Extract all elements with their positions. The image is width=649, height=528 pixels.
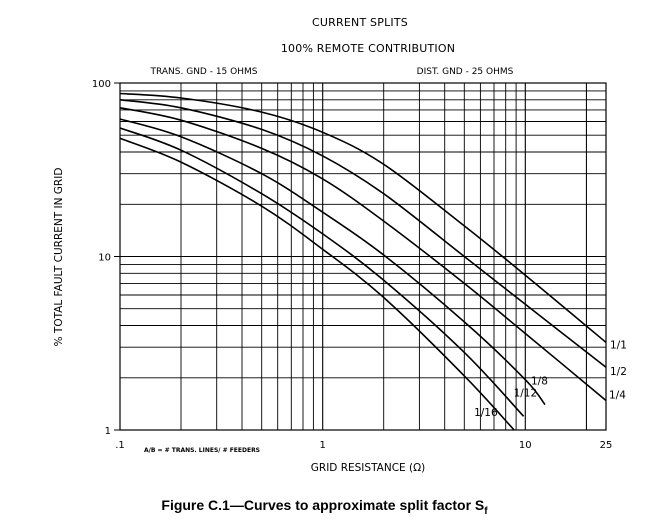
curve-label-1-2: 1/2: [610, 366, 627, 378]
x-tick-label: 10: [519, 440, 532, 451]
curve-label-1-16: 1/16: [474, 407, 498, 419]
tick-labels: .1 1 10 25 1 10 100: [92, 79, 612, 451]
y-tick-label: 100: [92, 79, 111, 90]
curve-label-1-1: 1/1: [610, 339, 627, 351]
curve-label-1-8: 1/8: [531, 376, 548, 388]
x-axis-label: GRID RESISTANCE (Ω): [311, 462, 425, 474]
y-tick-label: 1: [105, 426, 111, 437]
chart-title: CURRENT SPLITS: [312, 16, 408, 29]
y-tick-label: 10: [98, 253, 111, 264]
x-tick-label: 1: [320, 440, 326, 451]
series-lines: [119, 92, 607, 431]
curve-label-1-4: 1/4: [609, 390, 626, 402]
x-tick-label: .1: [115, 440, 125, 451]
curve-label-1-12: 1/12: [514, 387, 538, 399]
y-axis-label: % TOTAL FAULT CURRENT IN GRID: [53, 168, 65, 347]
caption-subscript: f: [484, 505, 488, 517]
series-line-1-8: [119, 118, 546, 406]
series-line-1-2: [119, 99, 607, 368]
figure-caption: Figure C.1—Curves to approximate split f…: [0, 497, 649, 517]
caption-text: Figure C.1—Curves to approximate split f…: [161, 497, 485, 513]
curve-labels: 1/1 1/2 1/4 1/81/12 1/16: [474, 339, 627, 419]
right-note: DIST. GND - 25 OHMS: [417, 67, 514, 77]
x-tick-label: 25: [600, 440, 613, 451]
left-note: TRANS. GND - 15 OHMS: [150, 67, 258, 77]
series-line-1-1: [119, 92, 607, 344]
chart-subtitle: 100% REMOTE CONTRIBUTION: [281, 42, 455, 55]
series-line-1-16: [119, 137, 515, 431]
series-line-1-4: [119, 107, 607, 402]
axis-note: A/B = # TRANS. LINES/ # FEEDERS: [144, 447, 260, 454]
plot-frame: [119, 82, 607, 431]
series-line-1-12: [119, 127, 525, 417]
